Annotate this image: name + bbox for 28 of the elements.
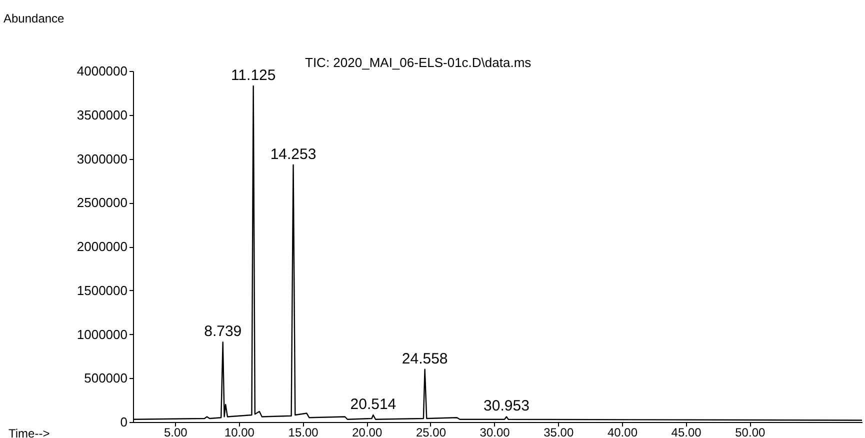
y-tick-label: 3500000 — [76, 107, 128, 122]
y-tick-label: 500000 — [84, 370, 128, 386]
annotation: 30.953 — [484, 398, 530, 415]
x-axis-title: Time--> — [8, 426, 50, 438]
annotation: 14.253 — [270, 146, 316, 163]
y-tick-label: 2000000 — [76, 239, 128, 254]
x-tick-label: 20.00 — [352, 426, 382, 438]
annotation: 11.125 — [230, 66, 276, 84]
y-tick-label: 0 — [120, 414, 128, 430]
chart-title: TIC: 2020_MAI_06-ELS-01c.D\data.ms — [305, 55, 532, 70]
annotation: 8.739 — [204, 323, 242, 340]
annotation: 20.514 — [350, 396, 396, 413]
x-tick-label: 50.00 — [735, 426, 766, 438]
x-tick-label: 45.00 — [671, 426, 702, 438]
y-axis-title: Abundance — [4, 12, 65, 26]
y-tick-label: 1500000 — [76, 282, 128, 298]
y-tick-label: 2500000 — [76, 195, 128, 210]
x-tick-label: 40.00 — [607, 426, 638, 438]
x-tick-label: 35.00 — [544, 426, 574, 438]
x-tick-label: 25.00 — [416, 426, 446, 438]
x-tick-label: 15.00 — [288, 426, 319, 438]
y-tick-label: 3000000 — [76, 151, 128, 166]
y-tick-label: 1000000 — [76, 326, 128, 342]
annotation: 24.558 — [402, 350, 448, 368]
x-tick-label: 5.00 — [164, 426, 188, 438]
y-tick-label: 4000000 — [76, 64, 128, 78]
x-tick-label: 10.00 — [224, 426, 255, 438]
x-tick-label: 30.00 — [480, 426, 510, 438]
